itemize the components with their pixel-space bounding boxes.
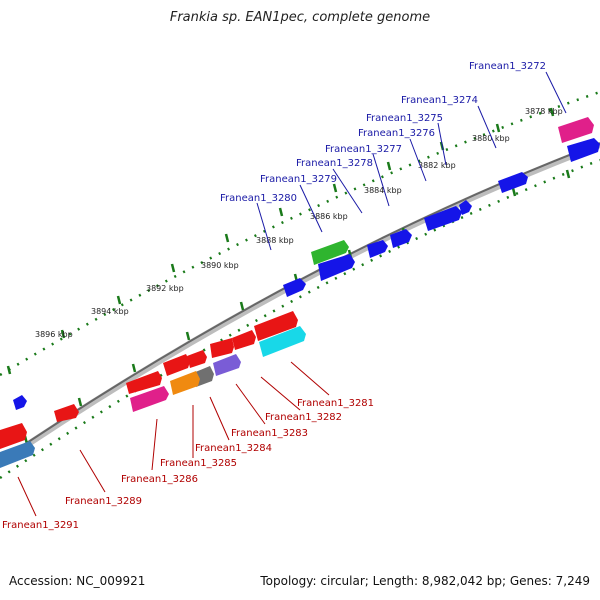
gene-label-top[interactable]: Franean1_3277 <box>325 144 402 155</box>
gene-label-top[interactable]: Franean1_3275 <box>366 113 443 124</box>
gene-arrow[interactable] <box>0 441 35 468</box>
gene-arrow[interactable] <box>498 172 528 193</box>
scale-label: 3884 kbp <box>364 186 402 195</box>
gene-arrow[interactable] <box>126 371 162 394</box>
gene-arrow[interactable] <box>187 350 207 368</box>
gene-arrow[interactable] <box>567 138 600 162</box>
gene-label-bottom[interactable]: Franean1_3286 <box>121 474 198 485</box>
gene-arrow[interactable] <box>213 354 241 376</box>
gene-label-top[interactable]: Franean1_3274 <box>401 95 478 106</box>
gene-label-bottom[interactable]: Franean1_3284 <box>195 443 272 454</box>
scale-label: 3894 kbp <box>91 307 129 316</box>
major-ticks-top <box>6 107 555 375</box>
gene-arrow[interactable] <box>210 338 234 358</box>
bottom-leader-lines <box>17 361 330 517</box>
gene-label-top[interactable]: Franean1_3280 <box>220 193 297 204</box>
gene-arrow[interactable] <box>318 254 355 281</box>
gene-label-bottom[interactable]: Franean1_3283 <box>231 428 308 439</box>
accession-text: Accession: NC_009921 <box>9 574 146 588</box>
gene-arrow[interactable] <box>163 354 190 376</box>
map-title: Frankia sp. EAN1pec, complete genome <box>169 10 431 25</box>
scale-label: 3886 kbp <box>310 212 348 221</box>
gene-arrow[interactable] <box>13 395 27 410</box>
gene-label-bottom[interactable]: Franean1_3282 <box>265 412 342 423</box>
gene-label-top[interactable]: Franean1_3276 <box>358 128 435 139</box>
gene-label-bottom[interactable]: Franean1_3291 <box>2 520 79 531</box>
gene-arrow[interactable] <box>254 311 298 341</box>
gene-arrow[interactable] <box>170 371 200 395</box>
gene-arrow[interactable] <box>130 386 169 412</box>
gene-arrow[interactable] <box>0 423 27 449</box>
gene-arrow[interactable] <box>232 330 256 350</box>
gene-arrow[interactable] <box>558 117 594 143</box>
top-strand-genes <box>13 117 600 410</box>
gene-arrow[interactable] <box>54 404 79 422</box>
gene-label-bottom[interactable]: Franean1_3285 <box>160 458 237 469</box>
scale-label: 3892 kbp <box>146 284 184 293</box>
scale-label: 3888 kbp <box>256 236 294 245</box>
scale-label: 3880 kbp <box>472 134 510 143</box>
gene-arrow[interactable] <box>311 240 349 265</box>
scale-label: 3890 kbp <box>201 261 239 270</box>
scale-track-top <box>0 90 600 377</box>
gene-arrow[interactable] <box>259 326 306 357</box>
gene-arrow[interactable] <box>390 229 412 248</box>
gene-label-bottom[interactable]: Franean1_3281 <box>297 398 374 409</box>
gene-label-bottom[interactable]: Franean1_3289 <box>65 496 142 507</box>
scale-label: 3882 kbp <box>418 161 456 170</box>
scale-label: 3896 kbp <box>35 330 73 339</box>
bottom-strand-genes <box>0 311 306 468</box>
gene-arrow[interactable] <box>424 206 462 231</box>
gene-arrow[interactable] <box>367 240 388 258</box>
gene-label-top[interactable]: Franean1_3272 <box>469 61 546 72</box>
gene-label-top[interactable]: Franean1_3278 <box>296 158 373 169</box>
gene-label-top[interactable]: Franean1_3279 <box>260 174 337 185</box>
genome-summary-text: Topology: circular; Length: 8,982,042 bp… <box>260 574 590 588</box>
top-leader-lines <box>256 71 567 251</box>
gene-arrow[interactable] <box>459 200 472 215</box>
gene-arrow[interactable] <box>283 278 306 297</box>
scale-track-bottom <box>0 158 600 480</box>
scale-label: 3878 kbp <box>525 107 563 116</box>
